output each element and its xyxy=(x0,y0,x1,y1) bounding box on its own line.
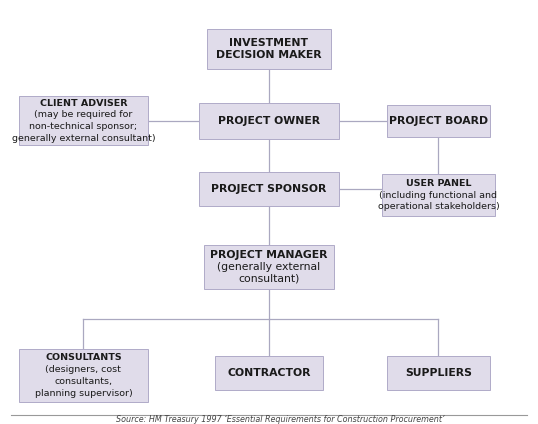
Text: (may be required for: (may be required for xyxy=(34,110,132,120)
FancyBboxPatch shape xyxy=(19,97,148,145)
Text: PROJECT SPONSOR: PROJECT SPONSOR xyxy=(211,184,327,194)
FancyBboxPatch shape xyxy=(382,174,495,216)
FancyBboxPatch shape xyxy=(207,29,331,69)
Text: (including functional and: (including functional and xyxy=(379,190,498,200)
Text: INVESTMENT: INVESTMENT xyxy=(230,38,308,48)
FancyBboxPatch shape xyxy=(215,356,323,390)
Text: PROJECT BOARD: PROJECT BOARD xyxy=(389,116,488,126)
Text: (designers, cost: (designers, cost xyxy=(45,365,122,374)
FancyBboxPatch shape xyxy=(204,245,334,289)
FancyBboxPatch shape xyxy=(387,356,490,390)
Text: CONSULTANTS: CONSULTANTS xyxy=(45,353,122,362)
Text: consultants,: consultants, xyxy=(54,377,112,386)
Text: CLIENT ADVISER: CLIENT ADVISER xyxy=(40,98,127,108)
FancyBboxPatch shape xyxy=(199,172,339,206)
Text: (generally external: (generally external xyxy=(217,262,321,272)
Text: non-technical sponsor;: non-technical sponsor; xyxy=(30,122,137,131)
Text: CONTRACTOR: CONTRACTOR xyxy=(227,368,311,378)
Text: PROJECT MANAGER: PROJECT MANAGER xyxy=(210,250,328,260)
Text: PROJECT OWNER: PROJECT OWNER xyxy=(218,116,320,126)
FancyBboxPatch shape xyxy=(387,105,490,137)
FancyBboxPatch shape xyxy=(19,349,148,402)
Text: SUPPLIERS: SUPPLIERS xyxy=(405,368,472,378)
Text: DECISION MAKER: DECISION MAKER xyxy=(216,50,322,60)
Text: Source: HM Treasury 1997 ‘Essential Requirements for Construction Procurement’: Source: HM Treasury 1997 ‘Essential Requ… xyxy=(116,415,444,424)
Text: consultant): consultant) xyxy=(238,274,300,284)
Text: USER PANEL: USER PANEL xyxy=(406,179,471,188)
FancyBboxPatch shape xyxy=(199,103,339,139)
Text: planning supervisor): planning supervisor) xyxy=(34,388,132,398)
Text: operational stakeholders): operational stakeholders) xyxy=(378,202,499,212)
Text: generally external consultant): generally external consultant) xyxy=(12,134,155,143)
